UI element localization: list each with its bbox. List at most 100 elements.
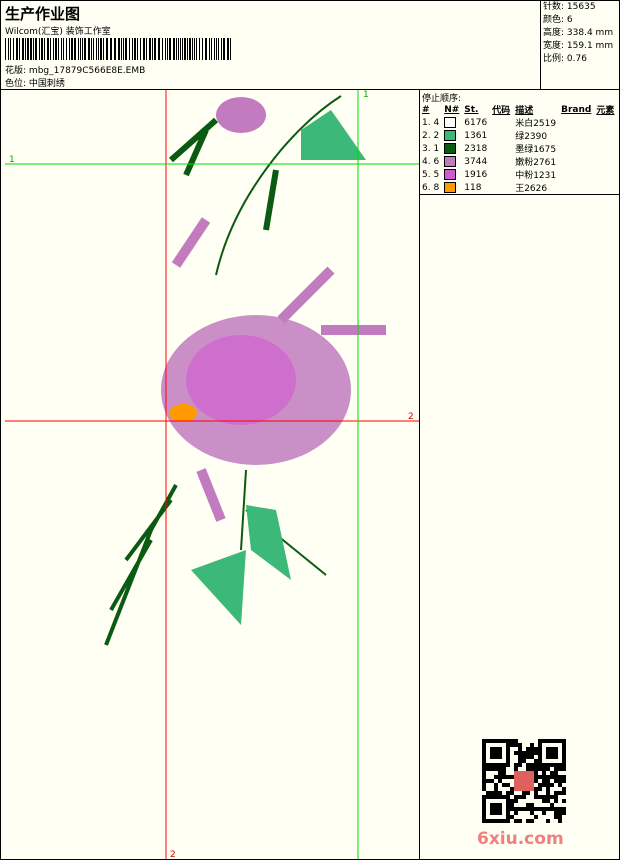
bar [84,38,86,60]
bar [118,38,120,60]
value: 15635 [566,2,596,12]
element [594,181,617,194]
bar [80,38,81,60]
qr-cell [538,783,542,787]
qr-cell [554,751,558,755]
qr-cell [494,791,498,795]
row: 6. 8 118 王2626 [420,181,617,194]
qr-cell [494,775,498,779]
qr-cell [538,743,542,747]
qr-cell [518,795,522,799]
qr-cell [502,767,506,771]
qr-cell [554,815,558,819]
qr-cell [550,739,554,743]
qr-cell [506,795,510,799]
qr-cell [546,779,550,783]
bar [41,38,43,60]
qr-cell [526,747,530,751]
qr-cell [482,779,486,783]
brand [559,129,594,142]
qr-cell [526,819,530,823]
swatch-cell [442,142,462,155]
flower-heart [169,404,197,422]
qr-cell [546,739,550,743]
qr-cell [510,791,514,795]
qr-cell [490,767,494,771]
qr-cell [554,771,558,775]
qr-cell [526,755,530,759]
qr-cell [486,763,490,767]
qr-cell [534,747,538,751]
label: 针数: [543,2,565,12]
bar [149,38,151,60]
qr-cell [498,739,502,743]
bar [223,38,225,60]
qr-cell [514,795,518,799]
swatch-cell [442,168,462,181]
qr-cell [558,763,562,767]
qr-cell [482,751,486,755]
bar [93,38,94,60]
code [490,168,513,181]
qr-cell [482,787,486,791]
qr-cell [558,783,562,787]
qr-cell [554,767,558,771]
flower-center [186,335,296,425]
qr-cell [498,795,502,799]
guide-label: 1 [9,155,15,165]
bar [114,38,116,60]
qr-cell [498,779,502,783]
swatch [444,182,457,193]
qr-cell [550,803,554,807]
bar [167,38,168,60]
seq: 6. 8 [422,182,440,193]
qr-cell [482,783,486,787]
qr-cell [542,771,546,775]
element [594,155,617,168]
bar [158,38,160,60]
qr-cell [542,783,546,787]
qr-cell [562,759,566,763]
element [594,142,617,155]
qr-cell [498,819,502,823]
qr-cell [546,747,550,751]
qr-cell [510,787,514,791]
desc: 墨绿1675 [515,145,557,155]
bar [44,38,45,60]
qr-cell [538,787,542,791]
qr-cell [514,807,518,811]
guide-label: 2 [170,850,176,859]
desc: 中粉1231 [515,171,557,181]
qr-cell [510,743,514,747]
stitches: 1916 [464,169,488,180]
qr-cell [498,775,502,779]
qr-cell [522,751,526,755]
qr-code [482,739,566,823]
seq: 1. 4 [422,117,440,128]
code [490,116,513,129]
qr-cell [506,799,510,803]
qr-cell [482,763,486,767]
desc: 绿2390 [515,132,548,142]
bar [88,38,90,60]
seq: 3. 1 [422,143,440,154]
value: 中国刺绣 [28,79,65,89]
qr-cell [506,815,510,819]
barcode [5,38,231,60]
qr-cell [542,799,546,803]
qr-cell [506,819,510,823]
qr-cell [562,799,566,803]
qr-cell [546,787,550,791]
bar [189,38,191,60]
row: 4. 6 3744 嫩粉2761 [420,155,617,168]
qr-cell [534,767,538,771]
qr-cell [486,819,490,823]
seq: 2. 2 [422,130,440,141]
bar [216,38,217,60]
bar [123,38,124,60]
value: mbg_17879C566E8E.EMB [28,66,146,76]
bar [129,38,130,60]
qr-cell [490,779,494,783]
qr-cell [538,795,542,799]
qr-cell [550,751,554,755]
